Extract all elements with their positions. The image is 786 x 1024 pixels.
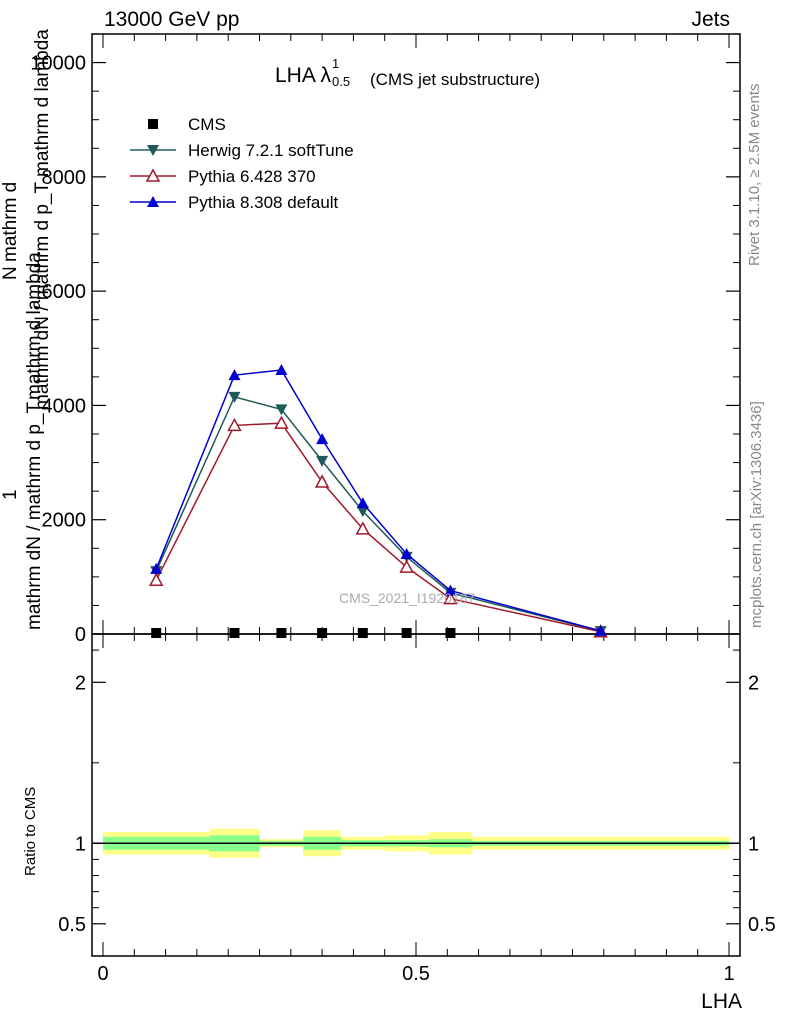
- ratio-frame: [91, 633, 741, 957]
- series-line: [155, 395, 601, 632]
- data-point: [228, 391, 241, 403]
- legend-marker: [148, 119, 158, 129]
- ratio-y-tick-label-right: 1: [748, 833, 759, 855]
- data-point: [356, 506, 369, 518]
- legend-marker: [147, 196, 159, 207]
- title-text: LHA: [275, 64, 315, 87]
- mcplots-label: mcplots.cern.ch [arXiv:1306.3436]: [748, 401, 765, 628]
- data-point: [229, 628, 240, 638]
- data-point: [276, 628, 287, 638]
- data-point: [148, 572, 164, 587]
- legend-label: Pythia 6.428 370: [188, 167, 316, 186]
- y-tick-label: 8000: [42, 167, 87, 189]
- data-point: [445, 628, 456, 638]
- x-tick-label: 1: [723, 963, 734, 985]
- series-3: [150, 364, 607, 636]
- title-lambda: λ: [320, 64, 332, 87]
- y-tick-label: 0: [75, 624, 86, 646]
- x-tick-label: 0: [97, 963, 108, 985]
- y-label-main-text: mathrm dN / mathrm d p_T mathrm d lambda: [32, 29, 53, 410]
- header-right: Jets: [691, 8, 730, 31]
- data-point: [227, 417, 242, 432]
- data-point: [228, 369, 241, 381]
- data-point: [275, 404, 288, 416]
- data-point: [314, 474, 330, 488]
- data-point: [316, 455, 329, 467]
- x-axis-label: LHA: [701, 990, 742, 1013]
- legend-label: Herwig 7.2.1 softTune: [188, 141, 354, 160]
- ratio-y-tick-label: 2: [75, 672, 86, 694]
- data-point: [150, 562, 163, 574]
- y-label-one: 1: [0, 489, 21, 500]
- y-tick-label: 6000: [42, 281, 87, 303]
- data-point: [444, 584, 457, 596]
- title-sub: 0.5: [332, 74, 351, 89]
- data-point: [274, 415, 289, 429]
- legend: CMS Herwig 7.2.1 softTune Pythia 6.428 370…: [130, 115, 354, 212]
- data-point: [356, 497, 369, 509]
- series-lines: [148, 364, 608, 638]
- y-label-den: mathrm dN / mathrm d p_T: [24, 401, 45, 630]
- chart-title: LHA λ 1 0.5: [275, 56, 350, 89]
- data-point: [316, 433, 329, 445]
- series-0: [151, 628, 456, 638]
- data-point: [357, 628, 368, 638]
- y-tick-label: 2000: [42, 510, 87, 532]
- data-point: [317, 628, 328, 638]
- data-point: [151, 628, 162, 638]
- y-label-frac-top: mathrm d: [0, 181, 21, 262]
- data-point: [275, 364, 288, 375]
- y-tick-label: 4000: [42, 395, 87, 417]
- ratio-y-tick-label-right: 0.5: [748, 914, 776, 936]
- rivet-version-label: Rivet 3.1.10, ≥ 2.5M events: [746, 83, 763, 267]
- data-point: [594, 624, 607, 636]
- ratio-y-label: Ratio to CMS: [22, 786, 39, 876]
- chart-subtitle: (CMS jet substructure): [370, 70, 541, 89]
- legend-label: CMS: [188, 115, 226, 134]
- data-point: [399, 559, 414, 573]
- y-label-frac-num: N: [0, 266, 21, 280]
- legend-marker: [145, 168, 161, 182]
- data-point: [443, 591, 458, 605]
- title-sup: 1: [332, 56, 340, 71]
- data-point: [401, 628, 412, 638]
- axes: 0 2000 4000 6000 8000 10000 0 0.5 1 0.5 0.5 1 1 2 2: [30, 33, 776, 985]
- series-line: [155, 422, 601, 633]
- series-line: [155, 369, 601, 632]
- legend-marker: [147, 145, 159, 156]
- y-tick-label: 10000: [30, 53, 86, 75]
- legend-label: Pythia 8.308 default: [188, 193, 339, 212]
- analysis-watermark: CMS_2021_I1920187: [339, 590, 476, 606]
- header-left: 13000 GeV pp: [104, 8, 240, 31]
- ratio-y-tick-label: 0.5: [58, 914, 86, 936]
- data-point: [400, 548, 413, 559]
- ratio-y-tick-label: 1: [75, 833, 86, 855]
- x-tick-label: 0.5: [402, 963, 430, 985]
- ratio-y-tick-label-right: 2: [748, 672, 759, 694]
- data-point: [355, 521, 371, 535]
